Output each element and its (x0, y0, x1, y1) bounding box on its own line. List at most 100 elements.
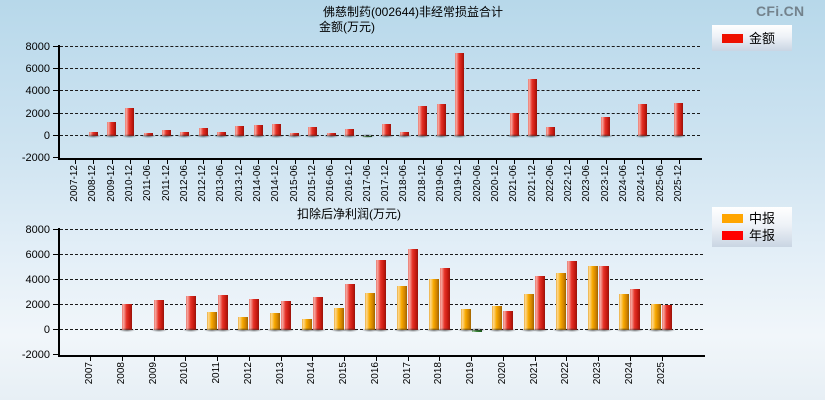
y-axis-label: 0 (43, 324, 50, 336)
bar-2018-12-amount (418, 106, 428, 136)
bar-base-2014-annual (309, 328, 326, 332)
bar-2015-interim (333, 307, 344, 330)
x-axis-label: 2008 (115, 362, 127, 385)
gridline (60, 90, 700, 92)
x-axis-label: 2015-12 (306, 165, 318, 202)
x-axis-label: 2016-12 (343, 165, 355, 202)
top-chart-subtitle: 金额(万元) (319, 20, 375, 34)
y-axis (58, 45, 60, 160)
y-tick (53, 90, 58, 92)
bar-2024-12-amount (637, 104, 647, 136)
x-tick (629, 357, 631, 361)
y-axis-label: -2000 (21, 349, 50, 361)
legend-label-amount: 金额 (749, 30, 776, 46)
x-tick (678, 160, 680, 164)
x-axis-label: 2008-12 (87, 165, 99, 202)
x-axis-label: 2016-06 (325, 165, 337, 202)
gridline (60, 254, 703, 255)
x-axis-label: 2023-12 (599, 165, 611, 202)
y-tick (53, 304, 58, 305)
bar-base-2017-interim (394, 328, 410, 332)
x-tick (550, 160, 552, 164)
x-tick (532, 160, 534, 164)
x-axis-label: 2010 (179, 362, 191, 385)
bar-2019-12-amount (454, 52, 464, 136)
bar-base-2025-interim (648, 328, 664, 332)
y-tick (53, 46, 58, 47)
x-tick (569, 160, 571, 164)
bar-base-2024-12-amount (634, 133, 650, 138)
x-axis-label: 2019-12 (453, 165, 465, 202)
bar-2025-annual (662, 305, 672, 330)
bar-2014-annual (312, 296, 323, 330)
x-axis (58, 158, 702, 160)
bar-base-2022-06-amount (543, 133, 559, 138)
x-axis (58, 355, 705, 357)
bar-2023-12-amount (601, 116, 611, 136)
x-axis-label: 2017-12 (380, 165, 392, 202)
bar-base-2023-annual (595, 328, 612, 332)
bar-base-2022-interim (552, 328, 569, 332)
x-tick (534, 357, 536, 361)
bar-base-2010-annual (182, 328, 199, 332)
y-tick (53, 112, 58, 114)
x-axis-label: 2013-12 (233, 165, 245, 202)
x-tick (477, 160, 479, 164)
bar-2011-annual (217, 295, 228, 330)
bar-base-2018-06-amount (396, 133, 412, 138)
bar-base-2018-interim (425, 328, 442, 332)
bar-base-2019-annual (468, 328, 485, 332)
y-axis-label: 2000 (25, 107, 50, 120)
bar-base-2014-06-amount (250, 133, 266, 138)
bar-2009-annual (154, 300, 164, 330)
x-axis-label: 2025-06 (654, 165, 666, 202)
bar-2021-annual (535, 276, 545, 330)
bar-base-2023-12-amount (598, 133, 614, 138)
x-axis-label: 2021-12 (526, 165, 538, 202)
x-tick (471, 357, 472, 361)
legend-label-interim: 中报 (749, 210, 776, 226)
bar-2011-interim (206, 311, 217, 330)
bar-base-2009-annual (151, 328, 167, 332)
x-tick (587, 160, 589, 164)
bar-base-2014-12-amount (268, 133, 284, 138)
x-tick (294, 160, 296, 164)
x-axis-label: 2024-06 (618, 165, 629, 202)
bar-base-2016-12-amount (342, 133, 357, 138)
x-axis-label: 2012 (242, 362, 254, 385)
bar-base-2008-12-amount (85, 133, 101, 138)
bar-base-2012-12-amount (195, 133, 211, 138)
bar-2009-12-amount (107, 121, 117, 136)
bar-base-2013-interim (267, 328, 283, 332)
bar-2013-12-amount (235, 125, 245, 136)
x-axis-label: 2023-06 (581, 165, 593, 202)
x-axis-label: 2011-06 (142, 165, 154, 201)
bar-2016-12-amount (345, 128, 354, 136)
bar-2017-12-amount (381, 123, 391, 136)
y-axis-label: 6000 (25, 63, 50, 76)
bar-2018-interim (428, 278, 439, 330)
x-axis-label: 2017 (401, 362, 413, 385)
bar-base-2011-annual (214, 328, 231, 332)
x-tick (407, 357, 409, 361)
bar-base-2022-annual (563, 328, 580, 332)
bar-2014-12-amount (271, 124, 281, 136)
x-tick (221, 160, 223, 164)
y-axis-label: 2000 (25, 299, 50, 311)
bar-base-2015-06-amount (287, 133, 303, 138)
bar-2019-interim (460, 308, 471, 330)
y-tick (53, 157, 58, 158)
y-axis-label: 4000 (25, 85, 50, 98)
bar-2014-06-amount (253, 125, 263, 136)
top-chart-title: 佛慈制药(002644)非经常损益合计 (323, 5, 504, 19)
y-tick (53, 134, 58, 136)
bar-base-2010-12-amount (122, 133, 138, 138)
bar-base-2025-annual (659, 328, 675, 332)
bar-base-2024-interim (616, 328, 633, 332)
cfi-logo[interactable]: CFi.CN (756, 3, 805, 19)
x-axis-label: 2009-12 (105, 165, 117, 202)
bar-2022-06-amount (546, 127, 556, 136)
x-tick (502, 357, 504, 361)
x-axis-label: 2011-12 (160, 165, 172, 201)
x-tick (344, 357, 345, 361)
